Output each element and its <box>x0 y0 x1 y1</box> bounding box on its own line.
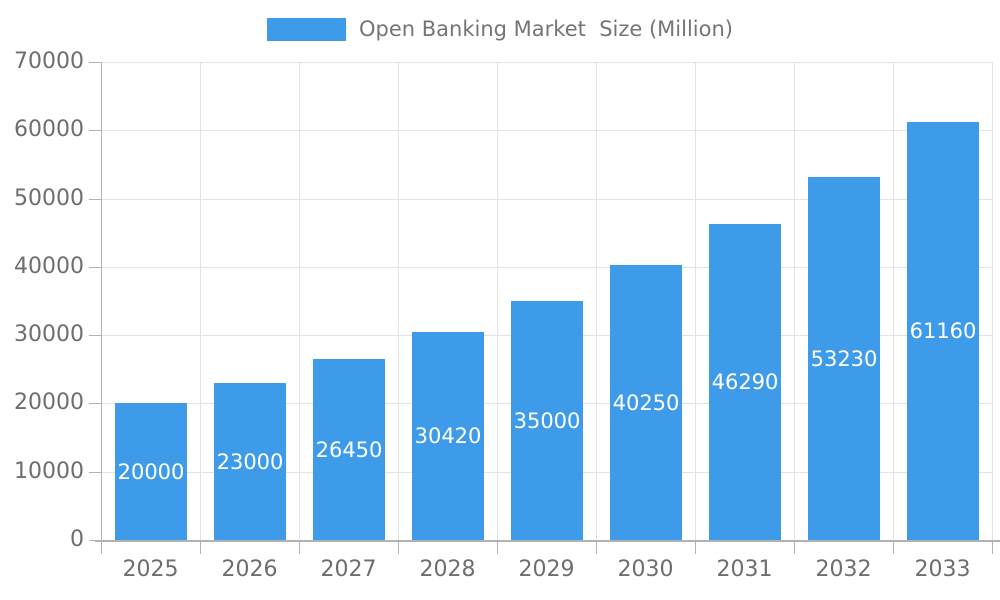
bar-value-label: 23000 <box>216 450 284 474</box>
bar-2032[interactable] <box>808 177 880 540</box>
bar-value-label: 40250 <box>612 391 680 415</box>
x-axis-line <box>95 540 1000 542</box>
x-axis-tick <box>299 540 300 554</box>
gridline-horizontal <box>101 130 992 131</box>
bar-value-label: 61160 <box>909 319 977 343</box>
y-axis-tick-label: 0 <box>70 527 84 552</box>
x-axis-tick-label: 2033 <box>914 557 971 582</box>
bar-value-label: 20000 <box>117 460 185 484</box>
y-axis-tick <box>89 472 101 473</box>
gridline-horizontal <box>101 267 992 268</box>
y-axis-tick-label: 40000 <box>14 254 84 279</box>
x-axis-tick-label: 2025 <box>122 557 179 582</box>
x-axis-tick <box>794 540 795 554</box>
x-axis-tick <box>497 540 498 554</box>
x-axis-tick <box>200 540 201 554</box>
bar-value-label: 26450 <box>315 438 383 462</box>
gridline-vertical <box>596 62 597 540</box>
x-axis-tick-label: 2029 <box>518 557 575 582</box>
bar-2031[interactable] <box>709 224 781 540</box>
y-axis-tick <box>89 403 101 404</box>
gridline-vertical <box>398 62 399 540</box>
x-axis-tick <box>398 540 399 554</box>
x-axis-tick <box>101 540 102 554</box>
y-axis-tick <box>89 62 101 63</box>
y-axis-line <box>101 62 102 540</box>
x-axis-tick-label: 2027 <box>320 557 377 582</box>
y-axis-tick <box>89 335 101 336</box>
bar-2030[interactable] <box>610 265 682 540</box>
x-axis-tick <box>893 540 894 554</box>
bar-2026[interactable] <box>214 383 286 540</box>
gridline-horizontal <box>101 199 992 200</box>
y-axis-tick-label: 50000 <box>14 186 84 211</box>
y-axis-tick <box>89 130 101 131</box>
bar-2029[interactable] <box>511 301 583 540</box>
bar-2033[interactable] <box>907 122 979 540</box>
y-axis-tick <box>89 199 101 200</box>
bar-value-label: 46290 <box>711 370 779 394</box>
gridline-vertical <box>200 62 201 540</box>
gridline-vertical <box>299 62 300 540</box>
y-axis-tick-label: 20000 <box>14 390 84 415</box>
gridline-vertical <box>794 62 795 540</box>
x-axis-tick-label: 2026 <box>221 557 278 582</box>
x-axis-tick-label: 2032 <box>815 557 872 582</box>
gridline-vertical <box>992 62 993 540</box>
y-axis-tick-label: 30000 <box>14 322 84 347</box>
x-axis-tick <box>992 540 993 554</box>
bar-value-label: 30420 <box>414 424 482 448</box>
y-axis-tick <box>89 267 101 268</box>
gridline-vertical <box>695 62 696 540</box>
y-axis-tick-label: 60000 <box>14 117 84 142</box>
bar-value-label: 35000 <box>513 409 581 433</box>
bar-2025[interactable] <box>115 403 187 540</box>
bar-2028[interactable] <box>412 332 484 540</box>
x-axis-tick-label: 2030 <box>617 557 674 582</box>
y-axis-tick-label: 70000 <box>14 49 84 74</box>
bar-value-label: 53230 <box>810 347 878 371</box>
x-axis-tick <box>695 540 696 554</box>
y-axis-tick-label: 10000 <box>14 459 84 484</box>
x-axis-tick-label: 2028 <box>419 557 476 582</box>
gridline-vertical <box>497 62 498 540</box>
legend-label: Open Banking Market Size (Million) <box>359 17 733 41</box>
x-axis-tick <box>596 540 597 554</box>
bar-2027[interactable] <box>313 359 385 540</box>
gridline-horizontal <box>101 62 992 63</box>
x-axis-tick-label: 2031 <box>716 557 773 582</box>
legend[interactable]: Open Banking Market Size (Million) <box>0 17 1000 41</box>
legend-swatch-icon <box>267 17 346 41</box>
gridline-vertical <box>893 62 894 540</box>
